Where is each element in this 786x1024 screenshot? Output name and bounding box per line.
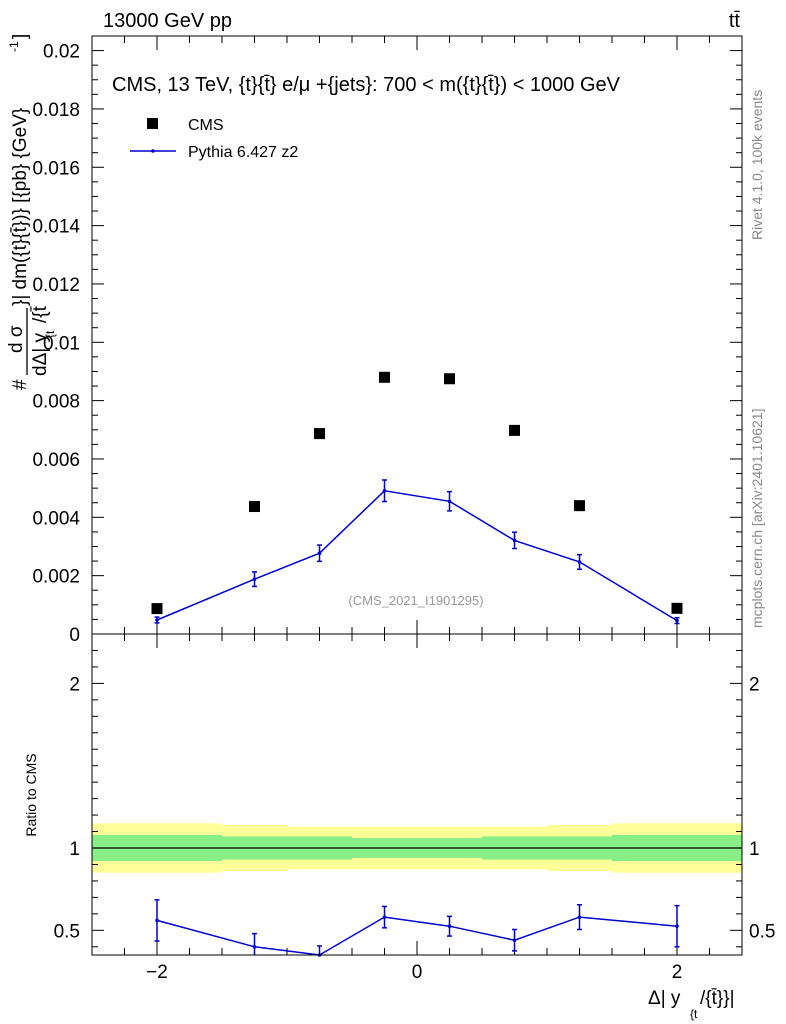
legend-pythia-marker xyxy=(151,149,155,153)
ratio-pythia-line xyxy=(156,916,678,956)
ratio-pythia-point xyxy=(447,924,452,928)
main-title: CMS, 13 TeV, {t}{t̄} e/μ +{jets}: 700 < … xyxy=(112,74,621,96)
main-ytick-label: 0.004 xyxy=(32,508,80,529)
main-ytick-label: 0.016 xyxy=(32,158,80,179)
cms-point xyxy=(444,373,455,385)
pythia-point xyxy=(155,618,159,622)
ratio-pythia-point xyxy=(675,924,679,928)
cms-point xyxy=(574,500,585,512)
ylabel-numerator: d σ xyxy=(6,325,27,353)
main-y-label: # d σ dΔ| y {t /{t̄ }| dm({t}{t̄})} [{pb… xyxy=(6,34,57,390)
ratio-pythia-point xyxy=(512,938,517,942)
pythia-point xyxy=(675,618,679,623)
main-ytick-label: 0.018 xyxy=(32,100,80,121)
main-axes: 0 0.002 0.004 0.006 0.008 0.01 0.012 0.014 0.016… xyxy=(32,36,743,646)
ratio-xtick-label: −2 xyxy=(146,962,168,983)
legend-cms-marker xyxy=(147,118,158,129)
ylabel-hash: # xyxy=(10,379,31,390)
pythia-point xyxy=(512,538,517,543)
main-data xyxy=(151,371,683,625)
ratio-pythia-point xyxy=(382,915,387,919)
cms-point xyxy=(249,501,260,513)
rivet-label: Rivet 4.1.0, 100k events xyxy=(749,90,765,240)
pythia-point xyxy=(382,488,387,493)
ratio-panel: 0.5 0.5 1 1 2 2 −2 0 2 Ratio to CMS Δ| y {t /{t̄… xyxy=(23,633,775,1021)
mcplots-label: mcplots.cern.ch [arXiv:2401.10621] xyxy=(749,409,765,628)
ratio-x-label: Δ| y {t /{t̄}}| xyxy=(648,988,735,1021)
ratio-ytick-label-left: 0.5 xyxy=(54,921,80,942)
legend-cms-label: CMS xyxy=(188,117,224,134)
ratio-ytick-label-left: 2 xyxy=(69,674,80,695)
cms-point xyxy=(671,602,683,614)
ratio-pythia-point xyxy=(155,918,159,923)
main-ytick-label: 0.02 xyxy=(43,42,80,63)
main-ytick-label: 0.006 xyxy=(32,450,80,471)
ylabel-close: ] xyxy=(10,34,31,39)
ylabel-denominator: dΔ| y xyxy=(30,333,51,376)
energy-label: 13000 GeV pp xyxy=(103,10,232,32)
pythia-point xyxy=(447,499,452,504)
main-ytick-label: 0.008 xyxy=(32,392,80,413)
ylabel-subscript: {t xyxy=(43,330,57,338)
pythia-point xyxy=(252,577,257,581)
cms-point xyxy=(314,428,325,440)
analysis-watermark: (CMS_2021_I1901295) xyxy=(348,593,483,608)
ratio-xtick-label: 2 xyxy=(672,962,683,983)
cms-point xyxy=(151,603,163,615)
cms-point xyxy=(509,424,520,436)
xlabel-subscript: {t xyxy=(690,1007,698,1021)
process-label: tt̄ xyxy=(729,10,741,32)
ratio-pythia-point xyxy=(577,915,582,919)
ratio-axes: 0.5 0.5 1 1 2 2 −2 0 2 xyxy=(54,634,775,983)
svg-text:#: # xyxy=(10,379,31,390)
ratio-xtick-label: 0 xyxy=(412,962,423,983)
ratio-ytick-label-right: 2 xyxy=(749,674,760,695)
pythia-point xyxy=(317,551,322,555)
xlabel-tail: /{t̄}}| xyxy=(700,988,735,1009)
legend: CMS Pythia 6.427 z2 xyxy=(130,117,298,161)
legend-pythia-label: Pythia 6.427 z2 xyxy=(188,144,298,161)
xlabel-main: Δ| y xyxy=(648,988,681,1009)
ylabel-superscript: -1 xyxy=(7,41,21,52)
main-panel: 0 0.002 0.004 0.006 0.008 0.01 0.012 0.014 0.016… xyxy=(6,34,743,646)
main-ytick-label: 0.012 xyxy=(32,275,80,296)
ylabel-tail: /{t̄ xyxy=(30,305,51,323)
ratio-frame xyxy=(91,633,743,956)
cms-point xyxy=(379,371,390,383)
main-ytick-label: 0.002 xyxy=(32,567,80,588)
main-ytick-label: 0.014 xyxy=(32,217,80,238)
main-ytick-label: 0 xyxy=(69,625,80,646)
pythia-line xyxy=(156,489,678,622)
ratio-data xyxy=(154,899,680,957)
ratio-y-label: Ratio to CMS xyxy=(23,753,39,836)
ylabel-rest: }| dm({t}{t̄})} [{pb} {GeV} xyxy=(10,108,31,306)
ratio-ytick-label-left: 1 xyxy=(69,839,80,860)
pythia-point xyxy=(577,560,582,564)
ratio-ytick-label-right: 0.5 xyxy=(749,921,775,942)
ratio-ytick-label-right: 1 xyxy=(749,839,760,860)
ratio-pythia-point xyxy=(252,944,257,949)
main-ytick-label: 0.01 xyxy=(43,333,80,354)
